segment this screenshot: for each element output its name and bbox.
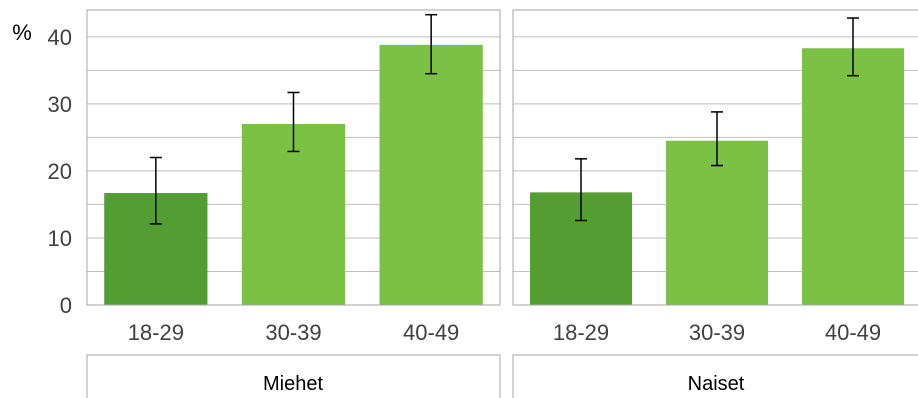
panel-label-naiset: Naiset [688, 373, 745, 395]
x-tick-label: 40-49 [825, 320, 881, 345]
panel-label-box [512, 354, 918, 398]
bar [802, 48, 904, 305]
bar [241, 123, 346, 306]
x-tick-label: 18-29 [128, 320, 184, 345]
y-tick-label: 0 [60, 293, 72, 318]
y-unit-label: % [12, 20, 32, 45]
x-tick-label: 40-49 [403, 320, 459, 345]
y-tick-label: 30 [48, 92, 72, 117]
y-tick-label: 10 [48, 226, 72, 251]
bar [379, 44, 483, 305]
panel-label-box [86, 354, 501, 398]
x-tick-label: 18-29 [553, 320, 609, 345]
x-tick-label: 30-39 [265, 320, 321, 345]
bar [666, 140, 768, 305]
panel-frame [86, 9, 501, 306]
panel-label-miehet: Miehet [263, 373, 323, 395]
panel-naiset: 18-29 30-39 40-49 Naiset [512, 9, 918, 398]
x-tick-label: 30-39 [689, 320, 745, 345]
y-axis: 0 10 20 30 40 [48, 25, 72, 318]
panel-frame [512, 9, 918, 306]
y-tick-label: 40 [48, 25, 72, 50]
y-tick-label: 20 [48, 159, 72, 184]
panel-miehet: 18-29 30-39 40-49 Miehet [86, 9, 501, 398]
